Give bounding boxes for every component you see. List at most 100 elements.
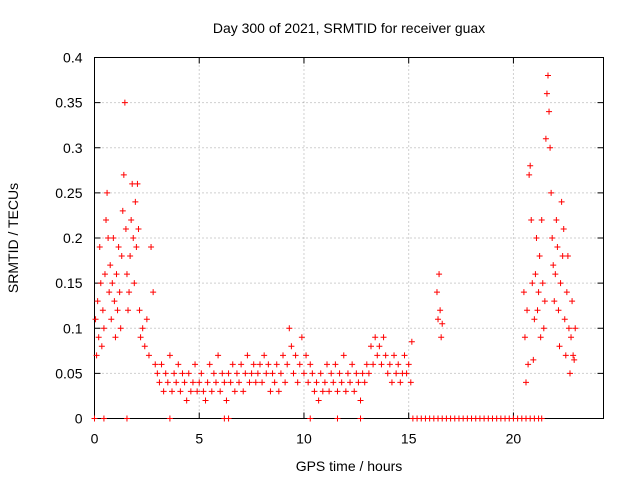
- data-point: [307, 415, 314, 422]
- data-point: [91, 415, 98, 422]
- y-tick-label: 0.2: [63, 230, 83, 246]
- data-point: [240, 388, 247, 395]
- data-point: [198, 370, 205, 377]
- y-axis-label: SRMTID / TECUs: [5, 183, 21, 293]
- data-point: [439, 320, 446, 327]
- y-tick-label: 0.25: [55, 185, 82, 201]
- data-point: [401, 352, 408, 359]
- data-point: [132, 198, 139, 205]
- data-point: [296, 361, 303, 368]
- data-point: [233, 370, 240, 377]
- data-point: [210, 370, 217, 377]
- data-point: [133, 244, 140, 251]
- data-point: [263, 370, 270, 377]
- data-point: [202, 397, 209, 404]
- x-tick-label: 10: [296, 431, 312, 447]
- data-point: [103, 216, 110, 223]
- x-axis-label: GPS time / hours: [296, 458, 403, 474]
- data-point: [105, 235, 112, 241]
- data-point: [522, 379, 529, 386]
- data-point: [374, 352, 381, 359]
- y-tick-label: 0.15: [55, 275, 82, 291]
- data-point: [94, 298, 101, 305]
- data-point: [332, 361, 339, 368]
- data-point: [292, 352, 299, 359]
- data-point: [219, 370, 226, 377]
- data-point: [284, 361, 291, 368]
- data-point: [307, 361, 314, 368]
- data-point: [173, 379, 180, 386]
- data-point: [175, 361, 182, 368]
- data-point: [532, 271, 539, 278]
- x-tick-label: 15: [401, 431, 417, 447]
- data-point: [528, 216, 535, 223]
- data-point: [244, 352, 251, 359]
- data-point: [194, 388, 201, 395]
- data-point: [108, 316, 115, 323]
- data-point: [566, 370, 573, 377]
- data-point: [540, 325, 547, 332]
- data-point: [99, 307, 106, 314]
- data-point: [200, 388, 207, 395]
- data-point: [437, 307, 444, 314]
- data-point: [265, 361, 272, 368]
- data-point: [572, 325, 579, 332]
- data-point: [152, 361, 159, 368]
- data-point: [96, 244, 103, 251]
- data-point: [114, 307, 121, 314]
- data-point: [208, 388, 215, 395]
- data-point: [113, 271, 120, 278]
- data-point: [229, 361, 236, 368]
- plot-frame: [94, 57, 604, 419]
- data-point: [342, 388, 349, 395]
- data-point: [171, 370, 178, 377]
- y-tick-label: 0.3: [63, 140, 83, 156]
- data-point: [530, 356, 537, 363]
- data-point: [380, 334, 387, 341]
- data-point: [104, 189, 111, 196]
- data-point: [328, 370, 335, 377]
- data-point: [384, 370, 391, 377]
- data-point: [365, 370, 372, 377]
- data-point: [357, 415, 364, 422]
- data-point: [137, 334, 144, 341]
- data-point: [231, 388, 238, 395]
- data-point: [164, 379, 171, 386]
- data-point: [551, 298, 558, 305]
- data-point: [393, 370, 400, 377]
- data-point: [338, 379, 345, 386]
- data-point: [311, 388, 318, 395]
- data-point: [100, 415, 107, 422]
- data-point: [100, 325, 107, 332]
- data-point: [298, 334, 305, 341]
- data-point: [92, 316, 99, 323]
- data-point: [565, 325, 572, 332]
- data-point: [405, 361, 412, 368]
- data-point: [116, 289, 123, 296]
- data-point: [334, 388, 341, 395]
- y-tick-label: 0.1: [63, 320, 83, 336]
- data-point: [370, 361, 377, 368]
- data-point: [533, 235, 540, 241]
- data-point: [136, 307, 143, 314]
- data-point: [570, 352, 577, 359]
- data-point: [313, 379, 320, 386]
- data-point: [177, 388, 184, 395]
- data-point: [526, 171, 533, 178]
- data-point: [126, 289, 133, 296]
- y-tick-label: 0.05: [55, 365, 82, 381]
- data-point: [330, 379, 337, 386]
- data-point: [206, 361, 213, 368]
- data-point: [181, 379, 188, 386]
- data-point: [378, 361, 385, 368]
- y-tick-label: 0.4: [63, 50, 83, 66]
- data-point: [344, 370, 351, 377]
- data-point: [294, 379, 301, 386]
- data-point: [267, 388, 274, 395]
- data-point: [227, 379, 234, 386]
- data-point: [254, 370, 261, 377]
- data-point: [568, 334, 575, 341]
- data-point: [156, 379, 163, 386]
- data-point: [196, 379, 203, 386]
- data-point: [544, 72, 551, 79]
